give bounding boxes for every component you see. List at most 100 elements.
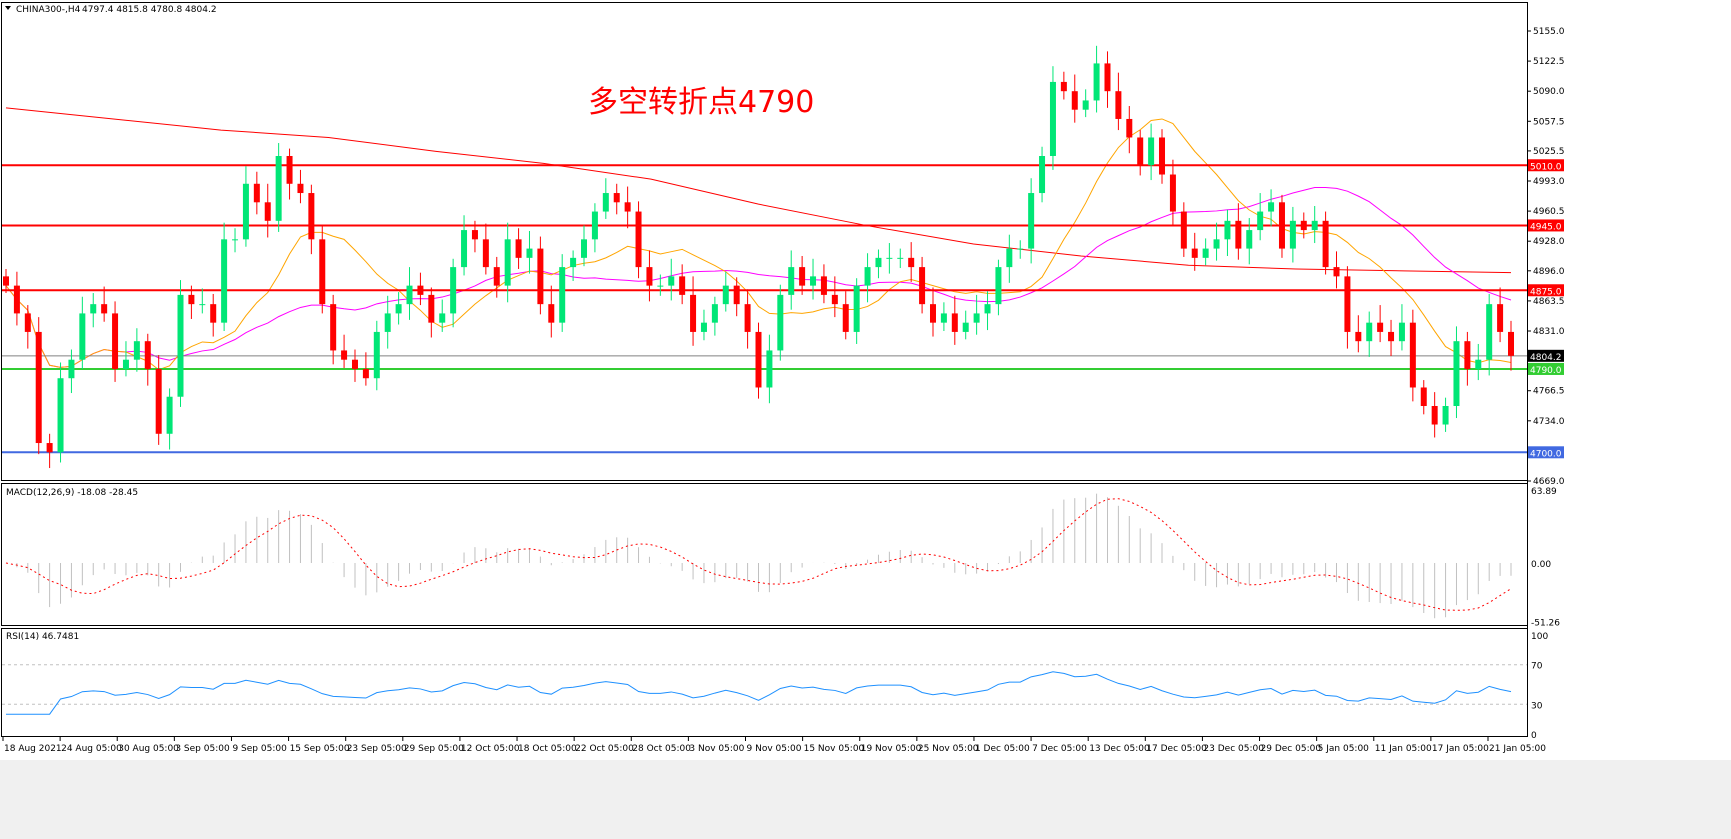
candle-body [155,368,162,434]
candle-body [908,257,915,268]
candle-body [1115,91,1122,119]
candle-body [406,285,413,305]
candle-body [232,239,239,241]
candle-body [1486,304,1493,360]
macd-tick-label: 0.00 [1531,560,1551,570]
candle-body [450,267,457,314]
level-tag-label: 4875.0 [1530,287,1562,297]
rsi-tick-label: 0 [1531,731,1537,741]
price-tick-label: 4863.5 [1533,297,1565,307]
time-label: 25 Nov 05:00 [918,744,979,754]
annotation-text: 多空转折点4790 [588,85,814,120]
candle-body [428,294,435,323]
candle-body [319,239,326,305]
candle-body [940,313,947,323]
candle-body [613,193,620,203]
macd-tick-label: 63.89 [1531,487,1557,497]
candle-body [951,313,958,332]
level-tag [1528,159,1564,172]
candle-body [842,304,849,332]
candle-body [46,443,53,453]
candle-body [13,285,20,314]
candle-body [308,193,315,240]
time-label: 21 Jan 05:00 [1489,744,1546,754]
level-tag-label: 4700.0 [1530,449,1562,459]
candle-body [646,267,653,286]
symbol-label: CHINA300-,H4 [16,5,81,15]
candle-body [602,193,609,212]
candle-body [35,331,42,444]
candle-body [384,313,391,332]
time-label: 3 Sep 05:00 [175,744,230,754]
candle-body [962,322,969,332]
candle-body [1246,230,1253,249]
candle-body [493,267,500,286]
level-tag-label: 4790.0 [1530,366,1562,376]
chart-background [0,0,1731,760]
candle-body [264,202,271,221]
candle-body [57,378,64,453]
candle-body [1333,267,1340,277]
candle-body [242,183,249,240]
candle-body [90,304,97,314]
time-label: 7 Dec 05:00 [1032,744,1087,754]
candle-body [919,267,926,305]
level-tag-label: 4945.0 [1530,222,1562,232]
candle-body [1431,406,1438,425]
macd-signal-line [5,498,1512,611]
candle-body [1191,248,1198,258]
candle-body [570,257,577,268]
level-tag-label: 5010.0 [1530,162,1562,172]
candle-body [79,313,86,360]
price-tick-label: 5090.0 [1533,87,1565,97]
candle-body [820,276,827,295]
time-label: 9 Nov 05:00 [747,744,802,754]
time-label: 18 Aug 2021 [4,744,62,754]
candle-body [177,294,184,397]
candle-body [722,285,729,305]
candle-body [286,156,293,184]
candle-body [341,350,348,360]
price-tick-label: 4960.5 [1533,207,1565,217]
time-label: 18 Oct 05:00 [518,744,577,754]
candle-body [1006,248,1013,268]
candle-body [1300,220,1307,231]
candle-body [679,276,686,295]
candle-body [744,304,751,332]
time-label: 29 Dec 05:00 [1261,744,1322,754]
rsi-line [6,671,1512,715]
candle-body [1202,248,1209,258]
candle-body [973,313,980,323]
candle-body [1169,174,1176,212]
price-tick-label: 4766.5 [1533,387,1565,397]
time-label: 17 Jan 05:00 [1432,744,1489,754]
candle-body [1028,193,1035,249]
candle-body [1497,304,1504,332]
candle-body [537,248,544,305]
candle-body [1257,211,1264,231]
candle-body [1289,220,1296,249]
dropdown-triangle-icon[interactable] [5,6,11,10]
candle-body [777,294,784,351]
candle-body [700,322,707,332]
candle-body [461,230,468,268]
price-tick-label: 5155.0 [1533,27,1565,37]
candle-body [439,313,446,323]
candle-body [101,304,108,314]
candle-body [548,304,555,323]
rsi-tick-label: 70 [1531,662,1543,672]
candle-body [1409,322,1416,388]
candle-body [897,257,904,259]
candle-body [755,331,762,388]
candle-body [1322,220,1329,268]
time-label: 17 Dec 05:00 [1146,744,1207,754]
candle-body [351,359,358,369]
level-tag [1528,446,1564,459]
candle-body [657,285,664,287]
candle-body [1224,220,1231,240]
price-tick-label: 4928.0 [1533,237,1565,247]
candle-body [3,276,9,286]
time-label: 24 Aug 05:00 [61,744,122,754]
candle-body [1464,341,1471,369]
